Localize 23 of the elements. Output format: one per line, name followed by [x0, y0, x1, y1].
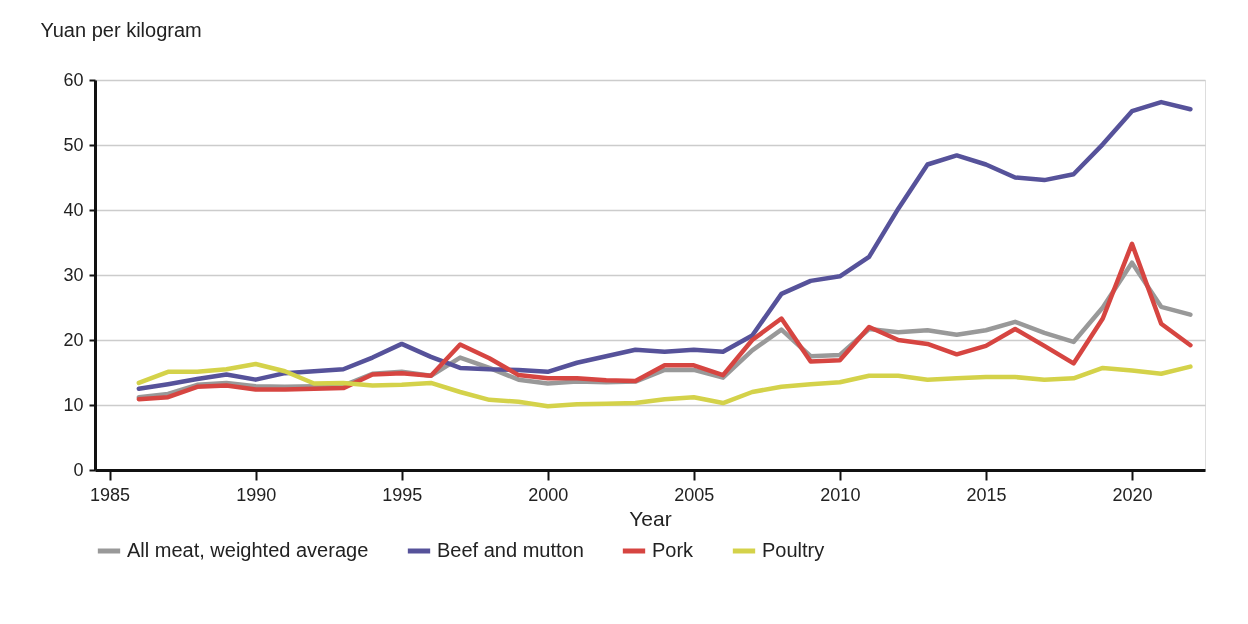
y-tick-label: 30: [63, 264, 84, 285]
y-tick-label: 10: [63, 394, 84, 415]
y-tick-label: 0: [73, 459, 84, 480]
line-series: [136, 361, 1193, 409]
y-tick-label: 40: [63, 199, 84, 220]
x-tick-label: 2005: [674, 484, 715, 505]
x-axis-title: Year: [629, 506, 672, 530]
y-tick-label: 60: [63, 69, 84, 90]
x-tick-label: 2010: [820, 484, 861, 505]
x-tick-label: 1995: [382, 484, 423, 505]
line-series: [136, 99, 1193, 391]
x-tick-label: 1985: [90, 484, 131, 505]
legend-label: All meat, weighted average: [127, 539, 369, 561]
legend-label: Poultry: [762, 539, 825, 561]
y-axis-title: Yuan per kilogram: [40, 18, 202, 41]
legend-label: Beef and mutton: [437, 539, 584, 561]
x-tick-label: 2015: [966, 484, 1007, 505]
x-tick-label: 2000: [528, 484, 569, 505]
legend-label: Pork: [652, 539, 695, 561]
y-tick-label: 50: [63, 134, 84, 155]
x-tick-label: 1990: [236, 484, 277, 505]
y-tick-label: 20: [63, 329, 84, 350]
x-tick-label: 2020: [1112, 484, 1153, 505]
